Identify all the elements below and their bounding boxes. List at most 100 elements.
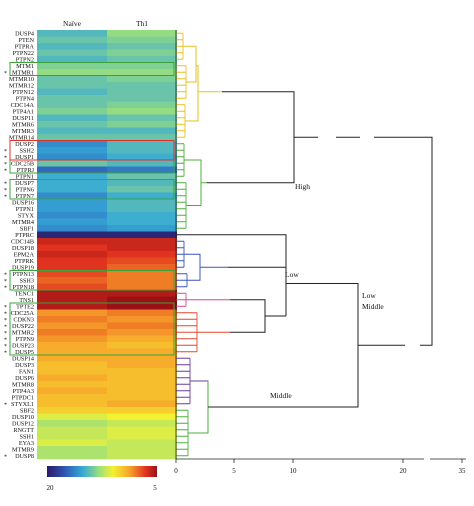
colorbar-min-label: 20 (47, 484, 55, 492)
heat-cell (37, 140, 107, 148)
highlight-boxes (9, 62, 175, 356)
heat-cell (37, 270, 107, 278)
heat-cell (37, 257, 107, 265)
heat-cell (37, 426, 107, 434)
dendrogram-branch-low (228, 234, 287, 268)
heat-cell (107, 296, 177, 304)
heat-cell (107, 95, 177, 102)
dendrogram-branch (190, 380, 209, 433)
gene-labels: DUSP4PTENPTPRAPTPN22PTPN2MTM1MTMR1*MTMR1… (4, 30, 35, 460)
heat-cell (107, 387, 177, 395)
heat-cell (107, 394, 177, 401)
heat-cell (107, 290, 177, 297)
gene-label: STYX (18, 212, 35, 219)
column-header-th1: Th1 (136, 19, 148, 28)
heat-cell (107, 420, 177, 427)
gene-label: MTMR1 (12, 69, 34, 76)
gene-label: EPM2A (14, 251, 35, 258)
colorbar-max-label: 5 (153, 484, 157, 492)
heat-cell (107, 348, 177, 356)
dendrogram-branch (176, 240, 185, 268)
heat-cell (107, 342, 177, 349)
dendrogram-branch-high (222, 91, 295, 183)
heat-cell (37, 147, 107, 154)
heat-cell (37, 309, 107, 317)
heat-cell (107, 257, 177, 265)
significance-star: * (4, 337, 7, 343)
gene-label: DUSP16 (12, 199, 34, 206)
dendrogram-branch (186, 46, 197, 83)
dendrogram-branch-low (230, 299, 266, 333)
heat-cell (37, 160, 107, 167)
heat-cell (107, 82, 177, 89)
heat-cell (37, 264, 107, 271)
heat-cell (107, 108, 177, 115)
heat-cell (37, 433, 107, 440)
gene-label: PTPN2 (16, 56, 34, 63)
heat-cell (37, 439, 107, 447)
heat-cell (107, 452, 177, 460)
heat-cell (107, 244, 177, 252)
heat-cell (107, 199, 177, 206)
heat-cell (37, 199, 107, 206)
heat-cell (37, 400, 107, 408)
highlight-box-red (9, 140, 175, 161)
heat-cell (37, 30, 107, 37)
heat-cell (37, 368, 107, 375)
gene-label: CDC25B (11, 160, 34, 167)
dendrogram-branch (183, 45, 197, 82)
heat-cell (37, 153, 107, 161)
heat-cell (37, 121, 107, 128)
heat-cell (107, 30, 177, 37)
heat-cell (107, 88, 177, 96)
gene-label: DUSP22 (12, 323, 34, 330)
dendrogram-branch (176, 273, 188, 288)
dendrogram-branch-low (230, 299, 266, 333)
axis-tick-label: 20 (400, 467, 408, 475)
heat-cell (107, 270, 177, 278)
gene-label: PTPRA (15, 43, 35, 50)
dendrogram-branch-low (230, 234, 287, 268)
highlight-box-green (9, 179, 175, 200)
significance-star: * (4, 188, 7, 194)
heat-cell (107, 101, 177, 109)
gene-label: PTPRC (15, 232, 34, 239)
heat-cell (37, 36, 107, 44)
gene-label: PTPN6 (16, 186, 34, 193)
significance-star: * (4, 344, 7, 350)
heat-cell (107, 407, 177, 414)
gene-label: PTP4A1 (13, 108, 34, 115)
heat-cell (37, 225, 107, 232)
significance-star: * (4, 168, 7, 174)
heat-cell (37, 296, 107, 304)
heat-cell (37, 348, 107, 356)
axis-tick-label: 5 (232, 467, 236, 475)
heat-cell (37, 192, 107, 200)
dendrogram-branch (176, 104, 186, 138)
significance-star: * (4, 272, 7, 278)
significance-star: * (4, 285, 7, 291)
heat-cell (107, 283, 177, 291)
gene-label: CDKN3 (13, 316, 34, 323)
heat-cell (107, 316, 177, 323)
heat-cell (37, 166, 107, 174)
gene-label: PTPN1 (16, 206, 34, 213)
significance-star: * (4, 311, 7, 317)
dendrogram-branch (186, 160, 202, 206)
gene-label: DUSP3 (15, 362, 34, 369)
heat-cell (37, 205, 107, 213)
heat-cell (107, 329, 177, 336)
gene-label: DUSP1 (15, 154, 34, 161)
gene-label: EYA3 (19, 440, 34, 447)
gene-label: STYXL1 (11, 401, 34, 408)
heat-cell (107, 140, 177, 148)
significance-star: * (4, 71, 7, 77)
gene-label: SSH3 (20, 277, 34, 284)
gene-label: DUSP14 (12, 355, 34, 362)
dendrogram-branch (196, 65, 199, 121)
dendrogram-axis: 0 5 10 20 35 (174, 458, 466, 475)
dendrogram-branch (176, 292, 187, 307)
heat-cell (37, 108, 107, 115)
gene-label: PTPN18 (13, 284, 34, 291)
cluster-label-low-middle-1: Low (362, 291, 376, 300)
